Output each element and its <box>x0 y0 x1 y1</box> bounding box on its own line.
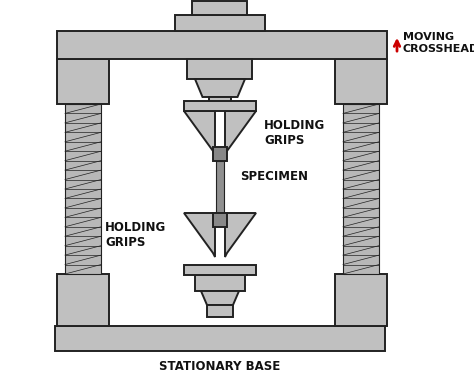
Bar <box>57 274 109 326</box>
Bar <box>57 59 109 104</box>
Bar <box>343 104 379 274</box>
Text: SPECIMEN: SPECIMEN <box>240 171 308 183</box>
Polygon shape <box>195 79 245 97</box>
Bar <box>184 265 256 275</box>
Bar <box>213 147 227 161</box>
Text: HOLDING
GRIPS: HOLDING GRIPS <box>264 119 325 147</box>
Polygon shape <box>184 111 215 155</box>
Bar <box>57 31 387 59</box>
Bar <box>55 326 385 351</box>
Polygon shape <box>225 111 256 155</box>
Bar <box>209 97 231 109</box>
Bar <box>207 305 233 317</box>
Text: MOVING
CROSSHEAD: MOVING CROSSHEAD <box>403 32 474 54</box>
Polygon shape <box>220 117 254 149</box>
Polygon shape <box>201 291 239 305</box>
Bar <box>175 15 265 31</box>
Bar <box>335 274 387 326</box>
Bar <box>195 275 245 291</box>
Bar <box>184 101 256 111</box>
Bar <box>335 59 387 104</box>
Bar <box>65 104 101 274</box>
Polygon shape <box>184 213 215 257</box>
Polygon shape <box>220 221 254 251</box>
Polygon shape <box>186 221 220 251</box>
Text: STATIONARY BASE: STATIONARY BASE <box>159 360 281 373</box>
Bar <box>213 213 227 227</box>
Bar <box>192 1 247 15</box>
Bar <box>188 59 253 79</box>
Polygon shape <box>186 117 220 149</box>
Bar <box>216 161 224 213</box>
Polygon shape <box>225 213 256 257</box>
Text: HOLDING
GRIPS: HOLDING GRIPS <box>105 221 166 249</box>
